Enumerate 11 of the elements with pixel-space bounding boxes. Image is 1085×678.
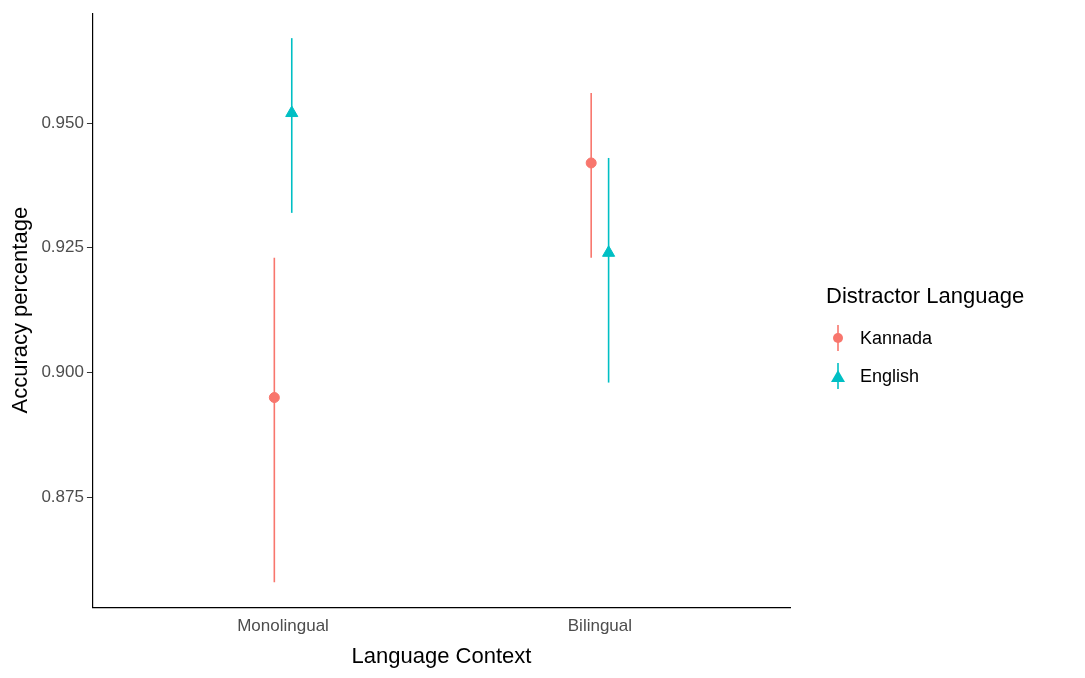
y-axis-title: Accuracy percentage: [7, 206, 33, 414]
legend-title: Distractor Language: [826, 283, 1026, 309]
legend-label: Kannada: [860, 327, 933, 349]
y-tick-label: 0.950: [41, 112, 84, 132]
legend-label: English: [860, 365, 920, 387]
y-tick-label: 0.925: [41, 237, 84, 257]
x-tick-label: Bilingual: [567, 616, 633, 636]
y-tick-label: 0.900: [41, 362, 84, 382]
y-tick-label: 0.875: [41, 487, 84, 507]
x-tick-label: Monolingual: [237, 616, 329, 636]
x-axis-title: Language Context: [351, 642, 532, 668]
